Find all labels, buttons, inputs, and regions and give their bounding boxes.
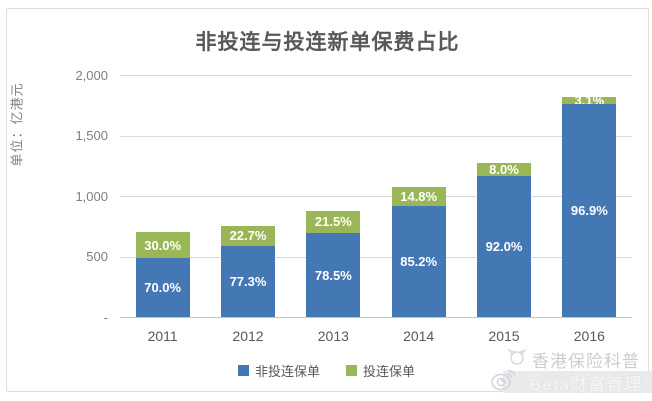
- segment-non-linked-2012: 77.3%: [221, 246, 275, 317]
- legend-item-0: 非投连保单: [238, 361, 320, 380]
- x-tick-2013: 2013: [317, 328, 349, 344]
- percent-label: 30.0%: [144, 237, 182, 253]
- legend-label: 投连保单: [363, 364, 416, 379]
- legend-swatch-icon: [238, 365, 249, 376]
- bar-2014: 14.8% 85.2%: [391, 187, 446, 317]
- legend-label: 非投连保单: [255, 364, 321, 379]
- segment-non-linked-2015: 92.0%: [477, 175, 531, 317]
- segment-linked-2015: 8.0%: [477, 162, 531, 178]
- segment-linked-2011: 30.0%: [135, 232, 190, 258]
- percent-label: 85.2%: [400, 254, 438, 270]
- chart-legend: 非投连保单 投连保单: [238, 361, 415, 380]
- bar-2013: 21.5% 78.5%: [306, 210, 361, 317]
- weibo-icon: [489, 367, 517, 398]
- percent-label: 77.3%: [229, 274, 267, 290]
- x-tick-2012: 2012: [232, 328, 264, 344]
- watermark-publisher-text: 香港保险科普: [532, 352, 640, 371]
- segment-non-linked-2011: 70.0%: [135, 257, 190, 317]
- bar-2015: 8.0% 92.0%: [477, 163, 531, 317]
- x-tick-2015: 2015: [488, 328, 520, 344]
- x-tick-2016: 2016: [573, 328, 605, 344]
- segment-linked-2014: 14.8%: [391, 187, 446, 207]
- y-tick-1000: 1,000: [75, 189, 108, 204]
- x-tick-2011: 2011: [147, 328, 178, 344]
- percent-label: 14.8%: [400, 189, 438, 205]
- plot-area: 30.0% 70.0% 22.7% 77.3% 21.5% 78.5% 14.8% 85.2%…: [120, 75, 632, 318]
- segment-linked-2012: 22.7%: [221, 225, 275, 247]
- segment-non-linked-2014: 85.2%: [391, 206, 446, 317]
- percent-label: 70.0%: [144, 279, 182, 295]
- segment-non-linked-2016: 96.9%: [562, 103, 617, 317]
- percent-label: 8.0%: [489, 162, 519, 178]
- bar-2012: 22.7% 77.3%: [221, 225, 275, 317]
- x-tick-2014: 2014: [403, 328, 435, 344]
- legend-item-1: 投连保单: [346, 361, 415, 380]
- y-tick-0: -: [103, 310, 108, 325]
- percent-label: 22.7%: [229, 228, 267, 244]
- percent-label: 92.0%: [485, 238, 523, 254]
- percent-label: 3.1%: [574, 92, 605, 108]
- percent-label: 78.5%: [314, 267, 352, 283]
- watermark-weibo: Beta财富管理: [491, 369, 652, 394]
- segment-non-linked-2013: 78.5%: [306, 233, 361, 317]
- x-axis-line: [120, 317, 632, 318]
- y-tick-2000: 2,000: [75, 68, 108, 83]
- y-tick-500: 500: [86, 249, 108, 264]
- publisher-logo-icon: [506, 348, 528, 371]
- bar-2011: 30.0% 70.0%: [135, 232, 190, 317]
- segment-linked-2013: 21.5%: [306, 210, 361, 234]
- percent-label: 21.5%: [314, 214, 352, 230]
- gridline-500: [120, 256, 632, 258]
- watermark-weibo-text: Beta财富管理: [529, 374, 642, 394]
- gridline-2000: [120, 75, 632, 76]
- y-tick-1500: 1,500: [75, 128, 108, 143]
- segment-linked-2016: 3.1%: [562, 92, 617, 108]
- legend-swatch-icon: [346, 365, 358, 376]
- gridline-1000: [120, 196, 632, 197]
- y-axis-unit-label: 单位：亿港元: [9, 82, 25, 167]
- chart-title: 非投连与投连新单保费占比: [195, 31, 460, 54]
- chart-card: [6, 8, 649, 392]
- watermark-publisher: 香港保险科普: [506, 347, 640, 372]
- gridline-1500: [120, 135, 632, 137]
- bar-2016: 3.1% 96.9%: [562, 92, 617, 317]
- percent-label: 96.9%: [570, 202, 608, 218]
